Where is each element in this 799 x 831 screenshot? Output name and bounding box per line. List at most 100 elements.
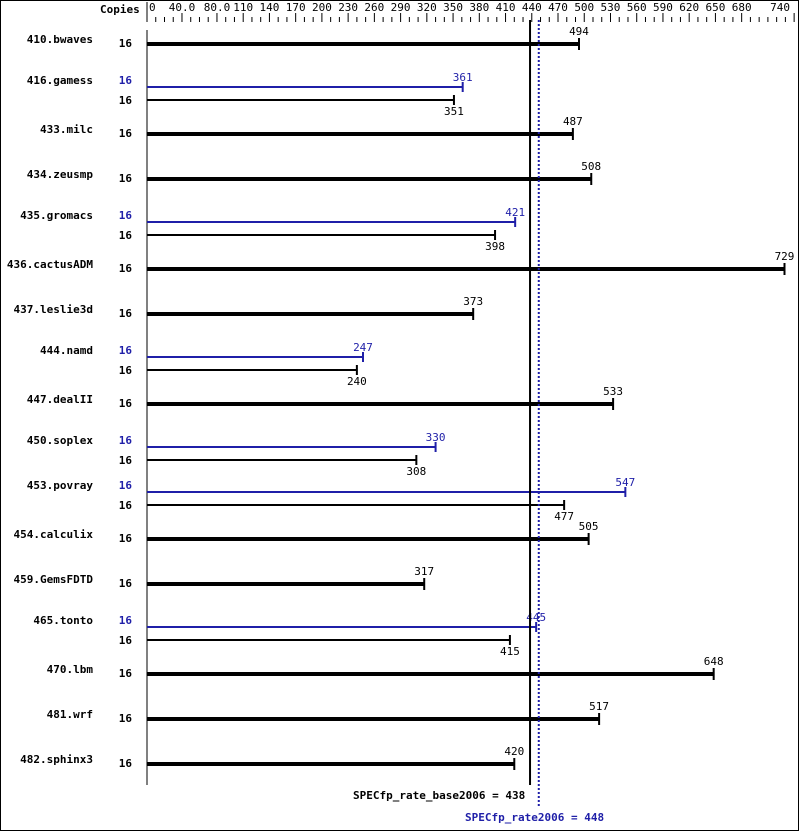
copies-peak: 16 [119,209,133,222]
base-value-label: 505 [579,520,599,533]
benchmark-row: 447.dealII 16 533 [27,385,623,416]
benchmark-row: 454.calculix 16 505 [14,520,599,551]
base-value-label: 508 [581,160,601,173]
copies-base: 16 [119,712,133,725]
benchmark-row: 435.gromacs 16 16 421 398 [20,206,525,253]
peak-value-label: 247 [353,341,373,354]
copies-header: Copies [100,3,140,16]
benchmark-row: 465.tonto 16 16 445 415 [33,611,546,658]
benchmark-row: 450.soplex 16 16 330 308 [27,431,446,478]
copies-peak: 16 [119,434,133,447]
x-tick-label: 440 [522,1,542,14]
peak-value-label: 361 [453,71,473,84]
benchmark-row: 481.wrf 16 517 [47,700,609,731]
peak-summary-label: SPECfp_rate2006 = 448 [465,811,604,824]
copies-peak: 16 [119,74,133,87]
x-tick-label: 350 [443,1,463,14]
copies-base: 16 [119,94,133,107]
benchmark-row: 434.zeusmp 16 508 [27,160,601,191]
benchmark-name: 410.bwaves [27,33,93,46]
benchmark-row: 444.namd 16 16 247 240 [40,341,373,388]
x-tick-label: 40.0 [169,1,196,14]
benchmark-name: 434.zeusmp [27,168,94,181]
x-tick-label: 560 [627,1,647,14]
peak-value-label: 330 [426,431,446,444]
benchmark-rows: 410.bwaves 16 494 416.gamess 16 16 361 351 433.m… [7,25,795,776]
base-value-label: 240 [347,375,367,388]
benchmark-name: 453.povray [27,479,94,492]
x-tick-label: 740 [770,1,790,14]
copies-base: 16 [119,499,133,512]
base-value-label: 351 [444,105,464,118]
benchmark-row: 453.povray 16 16 547 477 [27,476,636,523]
copies-base: 16 [119,37,133,50]
base-value-label: 308 [406,465,426,478]
copies-base: 16 [119,634,133,647]
x-tick-label: 500 [574,1,594,14]
x-tick-label: 170 [286,1,306,14]
x-tick-label: 470 [548,1,568,14]
base-value-label: 648 [704,655,724,668]
x-axis: 0 40.0 80.0 110 140 170 200 230 260 290 320 350 380 4… [146,1,795,785]
copies-base: 16 [119,172,133,185]
copies-base: 16 [119,364,133,377]
base-value-label: 373 [463,295,483,308]
benchmark-name: 435.gromacs [20,209,93,222]
base-value-label: 729 [775,250,795,263]
copies-base: 16 [119,454,133,467]
benchmark-name: 482.sphinx3 [20,753,93,766]
benchmark-name: 465.tonto [33,614,93,627]
peak-value-label: 445 [526,611,546,624]
copies-base: 16 [119,262,133,275]
base-value-label: 517 [589,700,609,713]
base-value-label: 398 [485,240,505,253]
benchmark-row: 410.bwaves 16 494 [27,25,589,56]
x-tick-label: 530 [601,1,621,14]
x-tick-label: 260 [364,1,384,14]
benchmark-row: 459.GemsFDTD 16 317 [14,565,434,596]
reference-lines [529,20,540,808]
copies-peak: 16 [119,479,133,492]
peak-value-label: 421 [505,206,525,219]
x-tick-label: 590 [653,1,673,14]
base-value-label: 317 [414,565,434,578]
x-tick-label: 0 [149,1,156,14]
x-tick-label: 140 [259,1,279,14]
benchmark-row: 436.cactusADM 16 729 [7,250,795,281]
copies-peak: 16 [119,344,133,357]
benchmark-row: 437.leslie3d 16 373 [14,295,483,326]
benchmark-row: 433.milc 16 487 [40,115,583,146]
benchmark-name: 416.gamess [27,74,93,87]
x-tick-label: 320 [417,1,437,14]
benchmark-name: 459.GemsFDTD [14,573,94,586]
copies-base: 16 [119,577,133,590]
benchmark-name: 437.leslie3d [14,303,93,316]
x-tick-label: 680 [732,1,752,14]
benchmark-name: 470.lbm [47,663,94,676]
benchmark-name: 450.soplex [27,434,94,447]
benchmark-name: 481.wrf [47,708,93,721]
x-tick-label: 200 [312,1,332,14]
copies-peak: 16 [119,614,133,627]
copies-base: 16 [119,229,133,242]
benchmark-row: 470.lbm 16 648 [47,655,724,686]
base-value-label: 477 [554,510,574,523]
x-tick-label: 230 [338,1,358,14]
base-value-label: 533 [603,385,623,398]
base-value-label: 420 [504,745,524,758]
copies-base: 16 [119,397,133,410]
copies-base: 16 [119,757,133,770]
base-summary-label: SPECfp_rate_base2006 = 438 [353,789,525,802]
x-tick-label: 80.0 [204,1,231,14]
copies-base: 16 [119,127,133,140]
copies-base: 16 [119,667,133,680]
copies-base: 16 [119,307,133,320]
benchmark-name: 444.namd [40,344,93,357]
base-value-label: 494 [569,25,589,38]
x-tick-label: 380 [469,1,489,14]
x-tick-label: 290 [391,1,411,14]
benchmark-name: 433.milc [40,123,93,136]
benchmark-row: 416.gamess 16 16 361 351 [27,71,473,118]
